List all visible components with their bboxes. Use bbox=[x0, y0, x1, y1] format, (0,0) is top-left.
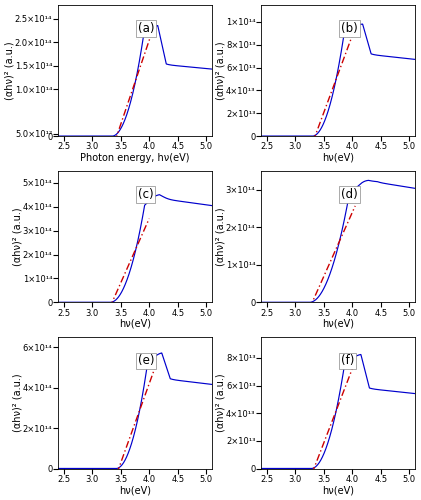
Y-axis label: (αhν)² (a.u.): (αhν)² (a.u.) bbox=[216, 41, 226, 100]
Y-axis label: (αhν)² (a.u.): (αhν)² (a.u.) bbox=[13, 374, 23, 432]
Text: (d): (d) bbox=[341, 188, 358, 201]
Y-axis label: (αhν)² (a.u.): (αhν)² (a.u.) bbox=[216, 208, 226, 266]
Y-axis label: (αhν)² (a.u.): (αhν)² (a.u.) bbox=[216, 374, 226, 432]
X-axis label: Photon energy, hν(eV): Photon energy, hν(eV) bbox=[80, 152, 190, 162]
Text: (e): (e) bbox=[138, 354, 155, 368]
X-axis label: hν(eV): hν(eV) bbox=[322, 152, 354, 162]
Text: (a): (a) bbox=[138, 22, 155, 35]
X-axis label: hν(eV): hν(eV) bbox=[119, 485, 151, 495]
Y-axis label: (αhν)² (a.u.): (αhν)² (a.u.) bbox=[13, 208, 23, 266]
X-axis label: hν(eV): hν(eV) bbox=[322, 485, 354, 495]
X-axis label: hν(eV): hν(eV) bbox=[119, 319, 151, 329]
X-axis label: hν(eV): hν(eV) bbox=[322, 319, 354, 329]
Text: (f): (f) bbox=[341, 354, 354, 368]
Text: (b): (b) bbox=[341, 22, 358, 35]
Y-axis label: (αhν)² (a.u.): (αhν)² (a.u.) bbox=[5, 41, 15, 100]
Text: (c): (c) bbox=[138, 188, 154, 201]
